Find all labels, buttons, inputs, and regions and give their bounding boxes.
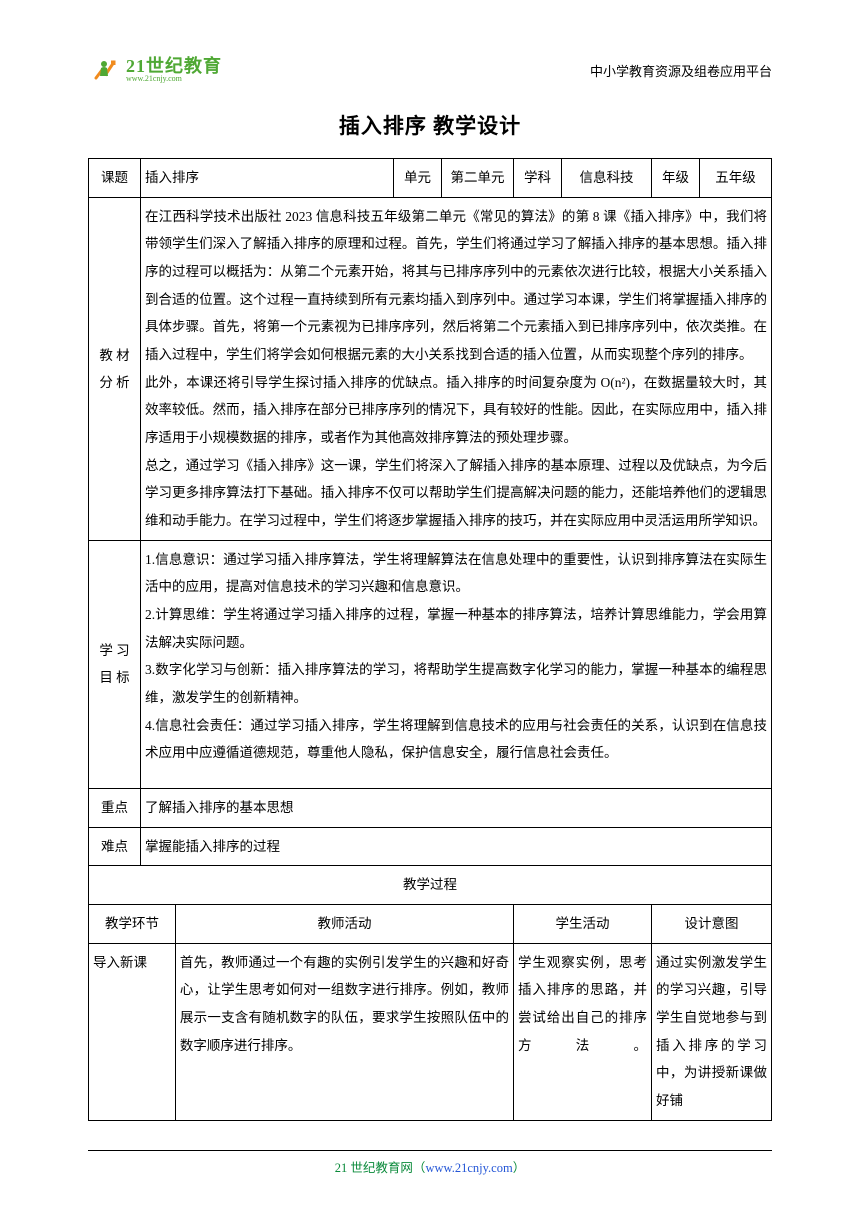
label-unit: 单元 [394,159,442,198]
logo: 21世纪教育 www.21cnjy.com [88,54,222,86]
header-student: 学生活动 [514,905,652,944]
label-grade: 年级 [652,159,700,198]
objective-3: 3.数字化学习与创新：插入排序算法的学习，将帮助学生提高数字化学习的能力，掌握一… [145,656,767,711]
logo-icon [88,54,120,86]
footer-green: 21 世纪教育网（ [335,1161,426,1175]
page-title: 插入排序 教学设计 [88,110,772,140]
objectives-content: 1.信息意识：通过学习插入排序算法，学生将理解算法在信息处理中的重要性，认识到排… [141,540,772,788]
intent-cell: 通过实例激发学生的学习兴趣，引导学生自觉地参与到插入排序的学习中，为讲授新课做好… [652,943,772,1120]
lesson-table: 课题 插入排序 单元 第二单元 学科 信息科技 年级 五年级 教 材分 析 在江… [88,158,772,1121]
analysis-content: 在江西科学技术出版社 2023 信息科技五年级第二单元《常见的算法》的第 8 课… [141,197,772,540]
label-keypoint: 重点 [89,789,141,828]
value-subject: 信息科技 [562,159,652,198]
info-row: 课题 插入排序 单元 第二单元 学科 信息科技 年级 五年级 [89,159,772,198]
value-topic: 插入排序 [141,159,394,198]
difficulty-text: 掌握能插入排序的过程 [141,827,772,866]
platform-text: 中小学教育资源及组卷应用平台 [590,61,772,80]
process-title: 教学过程 [89,866,772,905]
analysis-row: 教 材分 析 在江西科学技术出版社 2023 信息科技五年级第二单元《常见的算法… [89,197,772,540]
keypoint-text: 了解插入排序的基本思想 [141,789,772,828]
footer-link: www.21cnjy.com [425,1161,512,1175]
logo-main-text: 21世纪教育 [126,57,222,75]
teacher-cell: 首先，教师通过一个有趣的实例引发学生的兴趣和好奇心，让学生思考如何对一组数字进行… [175,943,513,1120]
header-segment: 教学环节 [89,905,176,944]
process-header-row: 教学环节 教师活动 学生活动 设计意图 [89,905,772,944]
difficulty-row: 难点 掌握能插入排序的过程 [89,827,772,866]
analysis-p3: 总之，通过学习《插入排序》这一课，学生们将深入了解插入排序的基本原理、过程以及优… [145,452,767,535]
label-analysis: 教 材分 析 [89,197,141,540]
label-difficulty: 难点 [89,827,141,866]
objectives-row: 学 习目 标 1.信息意识：通过学习插入排序算法，学生将理解算法在信息处理中的重… [89,540,772,788]
objective-1: 1.信息意识：通过学习插入排序算法，学生将理解算法在信息处理中的重要性，认识到排… [145,546,767,601]
label-subject: 学科 [514,159,562,198]
student-cell: 学生观察实例，思考插入排序的思路，并尝试给出自己的排序方法。 [514,943,652,1120]
keypoint-row: 重点 了解插入排序的基本思想 [89,789,772,828]
objective-4: 4.信息社会责任：通过学习插入排序，学生将理解到信息技术的应用与社会责任的关系，… [145,712,767,767]
footer-close: ） [513,1161,526,1175]
process-title-row: 教学过程 [89,866,772,905]
analysis-p2: 此外，本课还将引导学生探讨插入排序的优缺点。插入排序的时间复杂度为 O(n²)，… [145,369,767,452]
process-row: 导入新课 首先，教师通过一个有趣的实例引发学生的兴趣和好奇心，让学生思考如何对一… [89,943,772,1120]
header-teacher: 教师活动 [175,905,513,944]
label-objectives: 学 习目 标 [89,540,141,788]
value-grade: 五年级 [700,159,772,198]
segment-cell: 导入新课 [89,943,176,1120]
logo-sub-text: www.21cnjy.com [126,75,222,83]
footer: 21 世纪教育网（www.21cnjy.com） [88,1150,772,1176]
analysis-p1: 在江西科学技术出版社 2023 信息科技五年级第二单元《常见的算法》的第 8 课… [145,203,767,369]
label-topic: 课题 [89,159,141,198]
objective-2: 2.计算思维：学生将通过学习插入排序的过程，掌握一种基本的排序算法，培养计算思维… [145,601,767,656]
value-unit: 第二单元 [442,159,514,198]
header-intent: 设计意图 [652,905,772,944]
